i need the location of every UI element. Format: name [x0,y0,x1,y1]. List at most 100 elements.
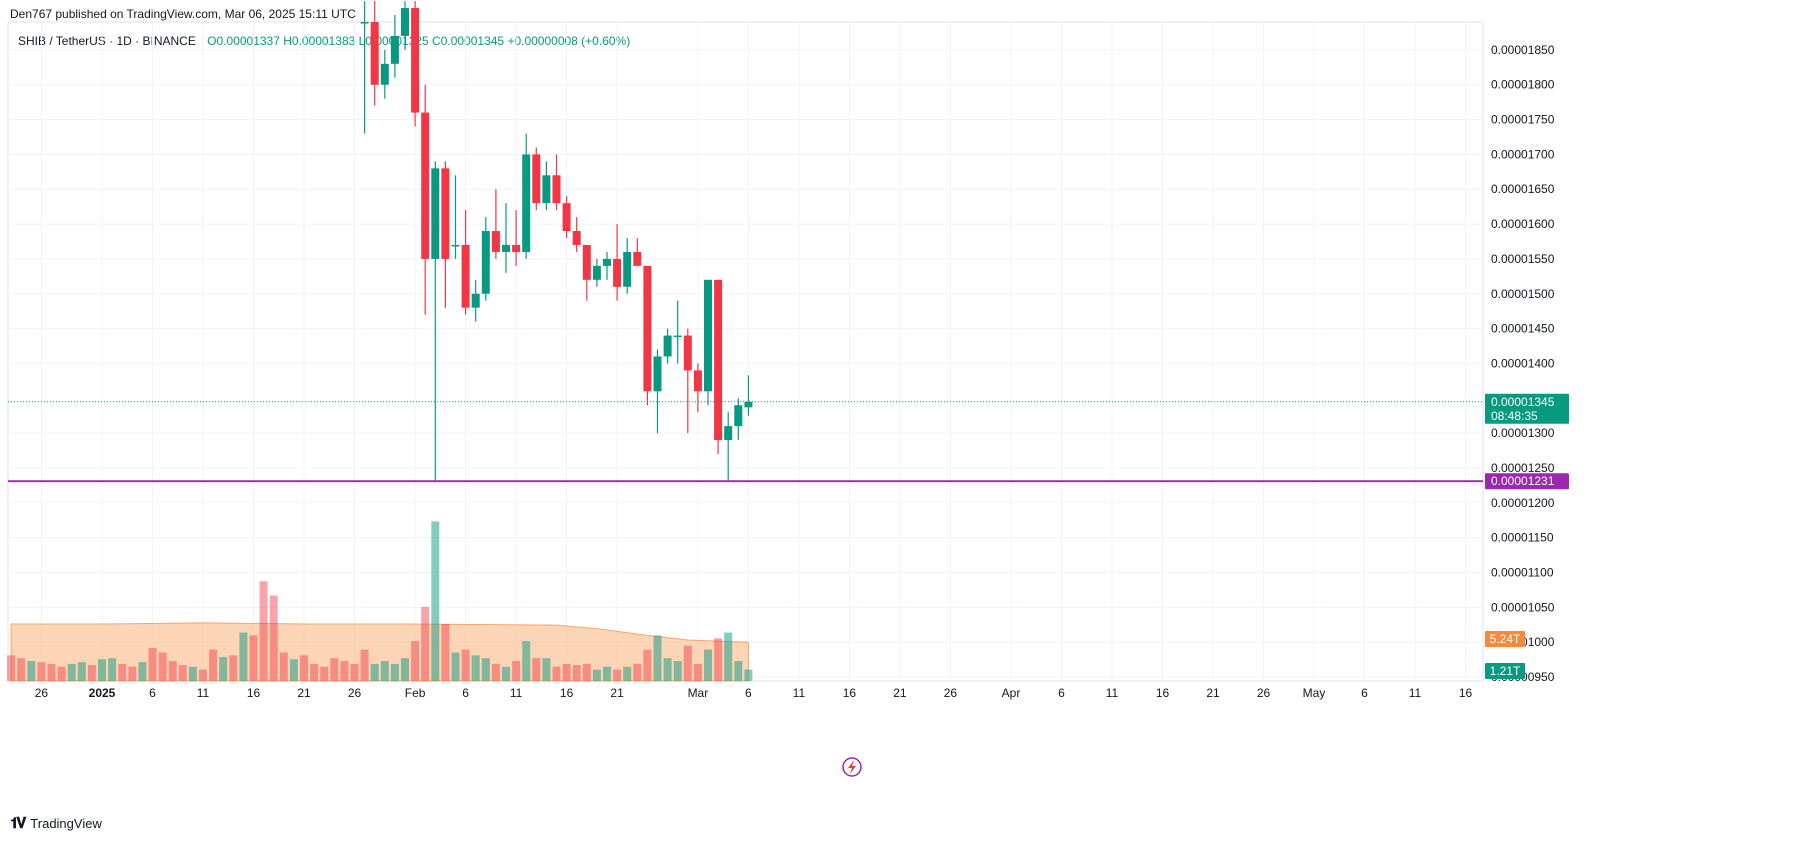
x-tick-label: 16 [1156,686,1170,700]
volume-last-badge: 1.21T [1485,663,1525,679]
volume-bar [582,663,591,681]
x-tick-label: 26 [944,686,958,700]
volume-bar [502,666,510,681]
volume-bar [209,649,218,681]
x-tick-label: 11 [1409,686,1422,700]
candle-body [623,251,632,287]
volume-bar [269,595,278,681]
candle-body [592,265,601,280]
volume-bar [471,655,480,681]
x-tick-label: 21 [297,686,311,700]
y-tick-label: 0.00001450 [1491,322,1555,336]
volume-bar [431,521,440,681]
x-tick-label: 6 [745,686,752,700]
volume-bar [532,658,541,681]
candle-body [522,154,531,252]
candle-body [481,231,490,294]
x-tick-label: 11 [793,686,806,700]
volume-bar [613,669,622,681]
volume-bar [27,661,36,681]
volume-bar [441,624,450,681]
volume-ma-badge: 5.24T [1485,631,1525,647]
volume-bar [370,663,379,681]
candle-body [683,335,692,371]
candle-body [613,258,622,287]
volume-bar [108,658,117,681]
publisher-credit: Den767 published on TradingView.com, Mar… [10,7,356,21]
candle-body [380,63,389,85]
lightning-icon-bolt [848,760,856,774]
candle-body [502,244,510,252]
current-price-badge-text: 08:48:35 [1491,409,1538,423]
candle-body [673,335,682,338]
volume-bar [279,652,288,681]
volume-pane [7,521,753,682]
time-axis: 26 2025 6 11 16 21 26 Feb 6 11 16 21 Mar 6 11 16 21 26 Apr… [35,686,1473,700]
candle-body [512,244,521,252]
candle-body [704,279,712,392]
volume-bar [724,632,733,681]
candle-body [552,175,561,204]
x-tick-label: Feb [405,686,426,700]
x-tick-label: 11 [1106,686,1119,700]
footer-brand-label: TradingView [30,816,102,831]
candle-body [643,265,652,392]
y-tick-label: 0.00001700 [1491,147,1555,161]
candle-body [603,258,611,266]
volume-bar [199,669,207,681]
volume-bar [350,663,359,681]
x-tick-label: Apr [1002,686,1021,700]
x-tick-label: 2025 [89,686,116,700]
volume-bar [663,658,672,681]
x-tick-label: 21 [893,686,907,700]
candle-body [411,8,420,113]
tradingview-logo-icon: 𝟏𝐕 [10,815,26,832]
candle-body [401,8,409,36]
volume-bar [603,666,611,681]
volume-bar [87,665,96,681]
symbol-label[interactable]: SHIB / TetherUS · 1D · BINANCE [18,34,196,48]
volume-bar [17,658,26,681]
x-tick-label: 26 [35,686,49,700]
volume-bar [623,666,632,681]
y-tick-label: 0.00001600 [1491,217,1555,231]
y-tick-label: 0.00001300 [1491,426,1555,440]
volume-bar [562,663,571,681]
volume-bar [67,663,76,681]
candle-body [542,175,551,204]
x-tick-label: 16 [1459,686,1473,700]
volume-bar [168,661,177,681]
current-price-badge-text: 0.00001345 [1491,395,1555,409]
volume-bar [239,632,248,681]
volume-last-badge-text: 1.21T [1490,664,1521,678]
x-tick-label: 6 [1058,686,1065,700]
volume-bar [522,641,531,681]
candle-body [390,35,399,64]
x-tick-label: 6 [149,686,156,700]
chart-grid [7,21,1484,682]
x-tick-label: 16 [843,686,857,700]
plot-frame [7,21,1484,682]
x-tick-label: 26 [1257,686,1271,700]
volume-bar [320,666,329,681]
y-tick-label: 0.00001550 [1491,252,1555,266]
level-price-badge-bg [1485,473,1569,490]
y-tick-label: 0.00001850 [1491,43,1555,57]
volume-bar [229,655,238,681]
volume-bar [491,663,500,681]
y-tick-label: 0.00001750 [1491,113,1555,127]
candle-body [532,154,541,204]
candle-body [491,231,500,252]
candle-body [431,168,440,259]
candle-body [370,22,379,85]
y-tick-label: 0.00001250 [1491,461,1555,475]
volume-bar [178,665,187,681]
y-tick-label: 0.00001200 [1491,496,1555,510]
y-tick-label: 0.00001650 [1491,182,1555,196]
candle-body [360,22,369,24]
volume-bar [340,661,349,681]
volume-bar [734,661,743,681]
footer-brand: 𝟏𝐕 TradingView [10,815,102,832]
